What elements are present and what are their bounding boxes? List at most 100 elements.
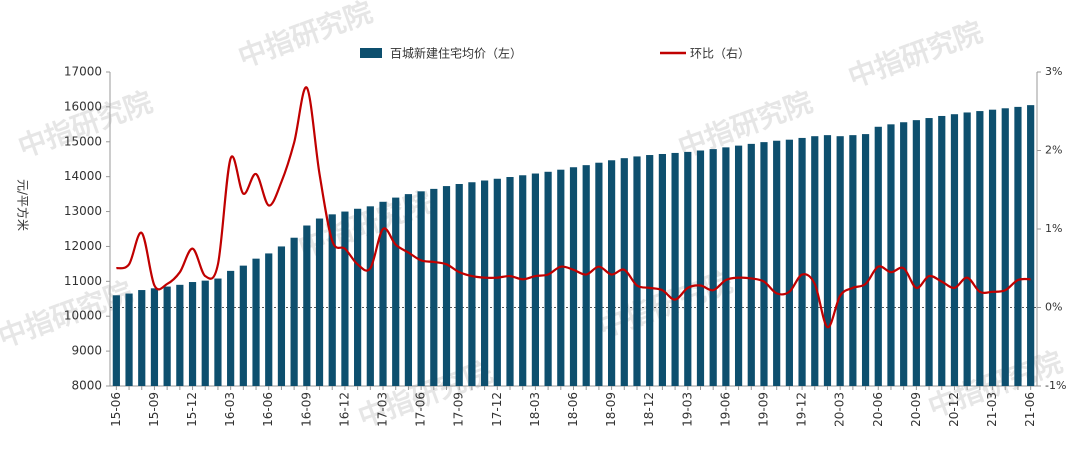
watermark: 中指研究院 [674, 85, 817, 164]
x-tick-label: 16-06 [261, 392, 275, 427]
x-tick-label: 15-06 [109, 392, 123, 427]
bar [671, 152, 679, 386]
bar [925, 118, 933, 386]
y2-tick-label: 2% [1045, 144, 1062, 157]
bar [722, 147, 730, 386]
bar [315, 218, 324, 386]
bar [798, 137, 806, 386]
bar [887, 124, 895, 386]
bar [227, 270, 235, 386]
x-tick-label: 18-12 [642, 392, 656, 427]
bar [379, 201, 387, 386]
x-tick-label: 21-06 [1023, 392, 1037, 427]
bar [468, 182, 476, 386]
bar [620, 158, 628, 386]
bar [1014, 106, 1022, 386]
x-tick-label: 19-03 [680, 392, 694, 427]
watermark: 中指研究院 [234, 0, 377, 74]
bar [252, 258, 260, 386]
bar [176, 284, 184, 386]
bar [150, 288, 159, 386]
x-tick-label: 21-03 [985, 392, 999, 427]
bar [214, 278, 222, 386]
bar [519, 175, 527, 386]
x-tick-label: 20-06 [871, 392, 885, 427]
bar [760, 142, 768, 386]
bar [849, 135, 857, 386]
bar [734, 145, 743, 386]
x-tick-label: 19-12 [795, 392, 809, 427]
bar [811, 136, 819, 386]
bar [138, 290, 146, 386]
x-tick-label: 18-09 [604, 392, 618, 427]
bar [938, 115, 946, 387]
x-tick-label: 16-03 [223, 392, 237, 427]
bar [265, 253, 273, 386]
bar [607, 160, 616, 386]
bar [544, 171, 552, 386]
bar [836, 136, 844, 386]
x-tick-label: 20-03 [833, 392, 847, 427]
bar [341, 211, 349, 386]
bar [646, 155, 654, 386]
y-tick-label: 12000 [64, 239, 102, 253]
bar [709, 149, 717, 386]
bar [595, 162, 603, 386]
bar [900, 122, 908, 387]
bar [976, 111, 984, 386]
x-tick-label: 19-06 [718, 392, 732, 427]
bar [455, 183, 463, 386]
x-tick-label: 16-09 [299, 392, 313, 427]
bar [633, 156, 641, 386]
bar [112, 295, 120, 386]
bar [417, 191, 425, 386]
bar [658, 153, 666, 386]
line [116, 86, 1031, 329]
bar [557, 169, 565, 386]
x-tick-label: 17-09 [452, 392, 466, 427]
legend-label: 百城新建住宅均价（左） [390, 46, 522, 61]
bar [569, 167, 578, 386]
bar [912, 120, 920, 386]
watermark: 中指研究院 [14, 85, 157, 164]
bar [163, 286, 171, 386]
bar [861, 134, 870, 386]
bar [303, 225, 311, 386]
bar [277, 246, 286, 386]
bar [684, 151, 692, 386]
y2-tick-label: -1% [1045, 379, 1066, 392]
bar [874, 126, 882, 386]
y-tick-label: 15000 [64, 134, 102, 148]
bar [404, 194, 413, 386]
bar [392, 197, 400, 386]
y-tick-label: 11000 [64, 274, 102, 288]
bar [696, 150, 705, 386]
bar [290, 237, 298, 386]
y2-tick-label: 0% [1045, 301, 1062, 314]
y-tick-label: 14000 [64, 169, 102, 183]
bar [950, 114, 959, 387]
x-tick-label: 16-12 [337, 392, 351, 427]
bar [201, 280, 209, 386]
y-tick-label: 10000 [64, 309, 102, 323]
y2-tick-label: 1% [1045, 222, 1062, 235]
y-tick-label: 8000 [71, 379, 102, 393]
bar [823, 135, 832, 386]
bar [785, 139, 793, 386]
bar [988, 109, 997, 387]
x-tick-label: 15-09 [147, 392, 161, 427]
legend-swatch [360, 48, 382, 58]
bar [442, 186, 451, 386]
x-tick-label: 20-12 [947, 392, 961, 427]
bar [354, 208, 362, 386]
y2-tick-label: 3% [1045, 65, 1062, 78]
y-tick-label: 9000 [71, 344, 102, 358]
x-tick-label: 20-09 [909, 392, 923, 427]
legend-label: 环比（右） [690, 46, 750, 61]
x-tick-label: 18-06 [566, 392, 580, 427]
bar [506, 177, 514, 386]
bar [239, 265, 247, 386]
bar [481, 180, 489, 386]
bar [125, 293, 133, 386]
